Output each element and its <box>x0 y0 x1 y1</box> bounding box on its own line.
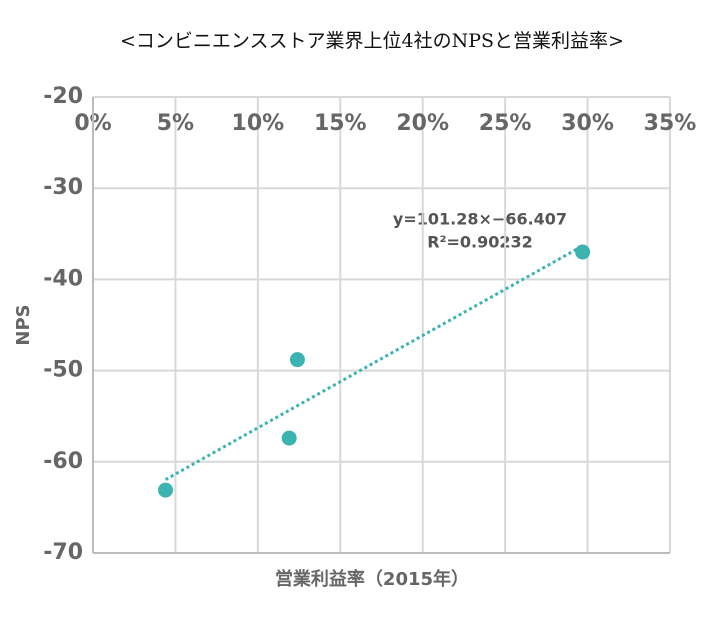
data-point <box>289 352 305 368</box>
x-axis-label: 営業利益率（2015年） <box>275 568 469 590</box>
data-point <box>575 244 591 260</box>
x-tick-label: 35% <box>644 111 697 136</box>
y-axis-label: NPS <box>13 304 34 345</box>
y-tick-label: -70 <box>43 540 83 565</box>
data-point <box>158 482 174 498</box>
y-tick-label: -60 <box>43 449 83 474</box>
y-tick-label: -30 <box>43 175 83 200</box>
trend-r2: R²=0.90232 <box>427 233 533 252</box>
x-tick-label: 30% <box>561 111 614 136</box>
x-tick-label: 20% <box>396 111 449 136</box>
x-tick-label: 15% <box>314 111 367 136</box>
y-tick-label: -40 <box>43 266 83 291</box>
x-tick-label: 5% <box>157 111 194 136</box>
y-tick-label: -50 <box>43 358 83 383</box>
data-point <box>281 430 297 446</box>
y-tick-label: -20 <box>43 84 83 109</box>
x-tick-label: 25% <box>479 111 532 136</box>
chart-title: <コンビニエンスストア業界上位4社のNPSと営業利益率> <box>120 30 624 52</box>
trend-equation: y=101.28×−66.407 <box>393 210 567 229</box>
trend-line <box>164 244 584 481</box>
x-tick-label: 10% <box>232 111 285 136</box>
